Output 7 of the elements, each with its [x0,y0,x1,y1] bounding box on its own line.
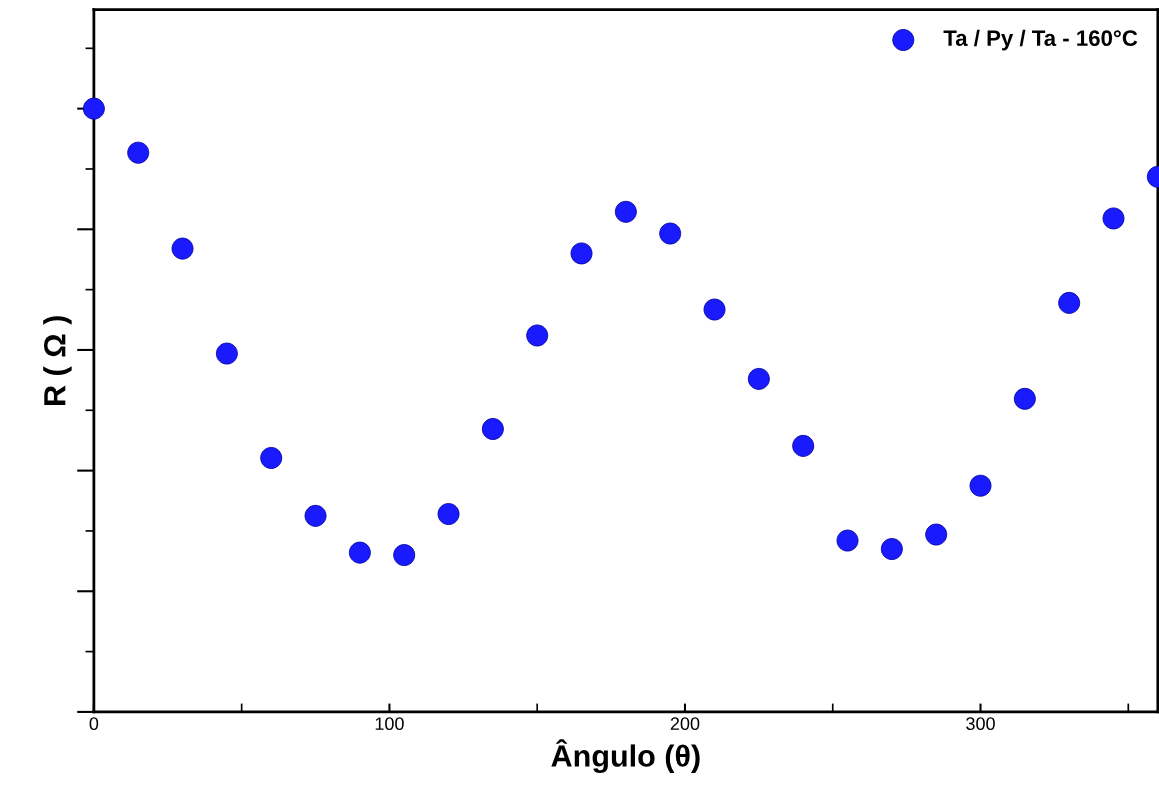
legend-label: Ta / Py / Ta - 160°C [943,29,1138,51]
x-axis-title: Ângulo (θ) [551,739,700,774]
x-tick-label: 0 [89,717,99,731]
x-tick-label: 100 [375,717,404,731]
x-tick-label: 300 [966,717,995,731]
x-tick-label: 200 [670,717,700,731]
y-axis-title: R ( Ω ) [43,316,72,405]
